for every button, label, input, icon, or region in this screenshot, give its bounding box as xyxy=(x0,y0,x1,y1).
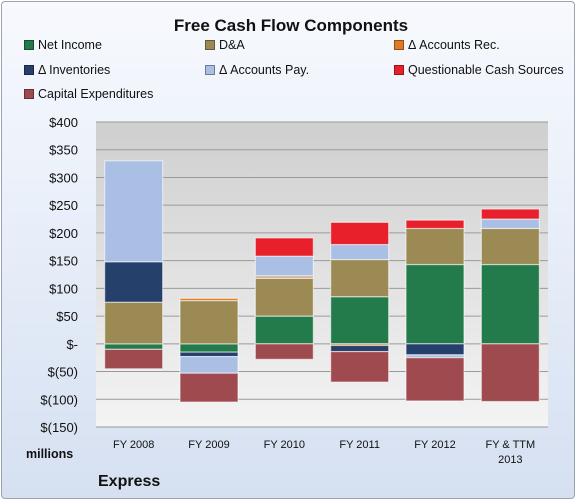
bar-segment xyxy=(480,227,540,266)
x-tick-label: FY 2011 xyxy=(339,439,380,451)
x-tick-label: FY 2008 xyxy=(113,439,154,451)
x-tick-label: FY & TTM xyxy=(485,439,535,451)
y-tick-label: $- xyxy=(66,337,78,352)
y-tick-label: $(150) xyxy=(40,420,78,435)
legend-swatch xyxy=(24,65,34,75)
legend-swatch xyxy=(394,40,404,50)
x-tick-label: FY 2009 xyxy=(188,439,229,451)
bar-segment xyxy=(104,301,164,345)
bar-segment xyxy=(330,243,390,261)
bar-segment xyxy=(480,263,540,345)
bar-segment xyxy=(405,357,465,402)
bar-segment xyxy=(179,355,239,374)
y-tick-label: $200 xyxy=(49,226,78,241)
legend-label: Capital Expenditures xyxy=(38,87,154,101)
bar-segment xyxy=(480,208,540,220)
bar-segment xyxy=(254,343,314,360)
bar-segment xyxy=(405,227,465,266)
bar-segment xyxy=(179,343,239,353)
y-tick-label: $50 xyxy=(56,309,78,324)
bar-segment xyxy=(104,160,164,263)
bar-segment xyxy=(330,296,390,345)
legend-label: D&A xyxy=(219,38,245,52)
y-tick-label: $(100) xyxy=(40,392,78,407)
x-tick-label: 2013 xyxy=(498,454,522,466)
x-tick-label: FY 2010 xyxy=(264,439,305,451)
y-tick-label: $(50) xyxy=(48,365,78,380)
company-label: Express xyxy=(98,473,161,490)
y-tick-label: $300 xyxy=(49,170,78,185)
bar-segment xyxy=(179,299,239,345)
bar-segment xyxy=(104,343,164,350)
bar-segment xyxy=(254,237,314,257)
legend-item: Δ Accounts Rec. xyxy=(394,38,500,52)
bar-segment xyxy=(179,372,239,403)
bar-segment xyxy=(405,263,465,345)
bar-segment xyxy=(254,277,314,317)
bar-segment xyxy=(405,343,465,356)
legend-label: Δ Accounts Rec. xyxy=(408,38,500,52)
plot-background xyxy=(96,122,548,427)
bar-segment xyxy=(179,297,239,302)
legend-item: Capital Expenditures xyxy=(24,87,153,101)
bar-segment xyxy=(330,221,390,246)
y-tick-label: $350 xyxy=(49,143,78,158)
chart-title: Free Cash Flow Components xyxy=(173,16,409,35)
bar-segment xyxy=(104,348,164,370)
legend-swatch xyxy=(205,40,215,50)
bar-segment xyxy=(330,258,390,298)
legend-item: Δ Accounts Pay. xyxy=(205,63,309,77)
legend-swatch xyxy=(394,65,404,75)
bar-segment xyxy=(480,343,540,403)
legend-swatch xyxy=(24,40,34,50)
x-tick-label: FY 2012 xyxy=(414,439,455,451)
legend-item: Net Income xyxy=(24,38,102,52)
legend-item: Questionable Cash Sources xyxy=(394,63,564,77)
bar-segment xyxy=(405,219,465,230)
y-tick-label: $400 xyxy=(49,115,78,130)
bar-segment xyxy=(480,218,540,230)
unit-label: millions xyxy=(26,447,74,461)
bar-segment xyxy=(104,261,164,303)
legend-swatch xyxy=(205,65,215,75)
y-tick-label: $250 xyxy=(49,198,78,213)
legend-swatch xyxy=(24,89,34,99)
bar-segment xyxy=(254,255,314,277)
legend-label: Questionable Cash Sources xyxy=(408,63,564,77)
legend-item: Δ Inventories xyxy=(24,63,110,77)
legend-item: D&A xyxy=(205,38,245,52)
bar-segment xyxy=(330,350,390,383)
legend-label: Δ Inventories xyxy=(38,63,111,77)
legend-label: Net Income xyxy=(38,38,102,52)
bar-segment xyxy=(330,344,390,353)
y-tick-label: $150 xyxy=(49,254,78,269)
legend-label: Δ Accounts Pay. xyxy=(219,63,310,77)
bar-segment xyxy=(254,315,314,345)
bar-segment xyxy=(179,351,239,358)
y-tick-label: $100 xyxy=(49,281,78,296)
